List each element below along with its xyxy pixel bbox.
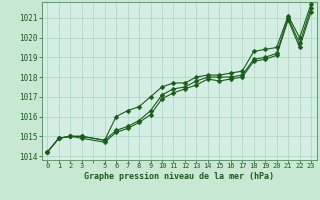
X-axis label: Graphe pression niveau de la mer (hPa): Graphe pression niveau de la mer (hPa) xyxy=(84,172,274,181)
